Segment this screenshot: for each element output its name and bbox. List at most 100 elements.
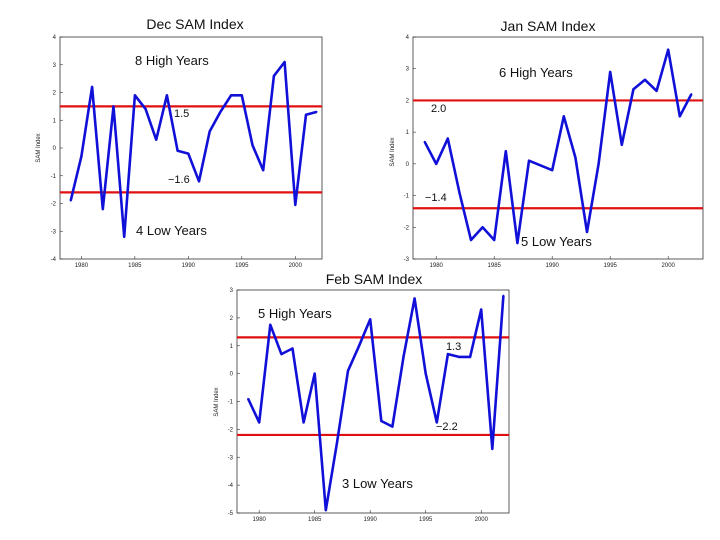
data-point	[112, 105, 115, 108]
y-axis-label: SAM Index	[390, 137, 396, 166]
data-point	[144, 108, 147, 111]
upper-threshold-label: 1.5	[174, 108, 189, 120]
data-point	[504, 150, 507, 153]
data-point	[294, 203, 297, 206]
lower-threshold-label: −2.2	[436, 421, 458, 433]
data-point	[262, 169, 265, 172]
series-line	[246, 295, 505, 512]
upper-threshold-label: 2.0	[431, 103, 446, 115]
high-years-label: 5 High Years	[258, 306, 332, 321]
y-tick-label: -3	[228, 455, 234, 461]
y-tick-label: -3	[51, 229, 57, 235]
chart-title: Feb SAM Index	[326, 271, 423, 287]
y-tick-label: 2	[53, 91, 57, 97]
high-years-label: 8 High Years	[135, 53, 209, 68]
x-tick-label: 1995	[604, 263, 618, 269]
y-tick-label: 4	[406, 35, 410, 41]
data-point	[219, 111, 222, 113]
data-point	[655, 90, 658, 92]
data-point	[435, 162, 438, 165]
data-point	[678, 115, 681, 118]
data-point	[315, 111, 318, 113]
data-point	[272, 74, 275, 77]
data-point	[562, 115, 565, 118]
data-point	[280, 353, 283, 356]
plot-frame	[59, 36, 323, 260]
threshold-lines	[413, 99, 703, 210]
y-tick-label: 3	[53, 63, 57, 69]
series-line	[69, 60, 318, 239]
y-tick-label: -2	[404, 225, 410, 231]
y-tick-label: -4	[228, 483, 234, 489]
data-point	[380, 420, 383, 422]
y-ticks: -3 -2 -1 0 1 2 3 4	[404, 35, 416, 263]
x-tick-label: 1995	[419, 517, 433, 523]
data-point	[413, 297, 416, 300]
data-point	[435, 421, 438, 424]
y-tick-label: -1	[404, 194, 410, 200]
data-point	[91, 86, 93, 88]
low-years-label: 5 Low Years	[521, 234, 592, 249]
x-ticks: 1980 1985 1990 1995 2000	[253, 510, 489, 523]
x-tick-label: 1980	[75, 263, 89, 269]
y-tick-label: 0	[230, 372, 234, 378]
data-point	[176, 149, 179, 152]
data-point	[258, 421, 261, 424]
y-tick-label: -1	[228, 400, 234, 406]
y-tick-label: 2	[406, 98, 410, 104]
data-point	[470, 239, 472, 241]
data-point	[667, 48, 670, 51]
y-ticks: -4 -3 -2 -1 0 1 2 3 4	[51, 35, 63, 263]
data-point	[391, 425, 394, 428]
x-tick-label: 2000	[662, 263, 676, 269]
y-tick-label: 1	[53, 118, 57, 124]
data-point	[469, 356, 472, 358]
data-point	[458, 356, 460, 358]
data-point	[155, 138, 158, 141]
data-point	[446, 137, 449, 140]
data-point	[336, 442, 338, 445]
data-point	[424, 372, 427, 375]
data-point	[347, 369, 349, 372]
data-point	[198, 180, 200, 183]
x-tick-label: 2000	[475, 517, 489, 523]
data-point	[480, 308, 483, 311]
data-point	[251, 144, 254, 147]
low-years-label: 3 Low Years	[342, 476, 413, 491]
data-point	[305, 113, 307, 116]
data-point	[123, 235, 126, 238]
series-line	[423, 48, 693, 245]
lower-threshold-label: −1.6	[168, 174, 190, 186]
data-point	[481, 226, 484, 229]
low-years-label: 4 Low Years	[136, 223, 207, 238]
x-tick-label: 1985	[308, 517, 322, 523]
data-point	[208, 130, 211, 133]
data-point	[80, 155, 83, 158]
x-tick-label: 1985	[488, 263, 502, 269]
x-tick-label: 1995	[235, 263, 249, 269]
data-point	[269, 323, 272, 326]
x-tick-label: 1990	[546, 263, 560, 269]
data-point	[69, 199, 72, 202]
x-ticks: 1980 1985 1990 1995 2000	[430, 256, 676, 269]
data-point	[423, 140, 426, 143]
data-point	[493, 239, 496, 241]
y-tick-label: 3	[230, 288, 234, 294]
y-tick-label: 4	[53, 35, 57, 41]
data-point	[516, 242, 519, 245]
y-tick-label: 0	[406, 162, 410, 168]
y-axis-label: SAM Index	[214, 387, 220, 416]
y-axis-label: SAM Index	[36, 133, 42, 162]
data-point	[447, 353, 449, 356]
data-point	[632, 88, 635, 91]
upper-threshold-label: 1.3	[446, 341, 461, 353]
data-point	[187, 152, 190, 155]
x-ticks: 1980 1985 1990 1995 2000	[75, 256, 303, 269]
x-tick-label: 1980	[253, 517, 267, 523]
data-point	[291, 347, 294, 350]
x-tick-label: 1985	[128, 263, 142, 269]
x-tick-label: 1990	[182, 263, 196, 269]
x-tick-label: 2000	[289, 263, 303, 269]
data-point	[597, 162, 600, 165]
data-point	[502, 294, 505, 297]
